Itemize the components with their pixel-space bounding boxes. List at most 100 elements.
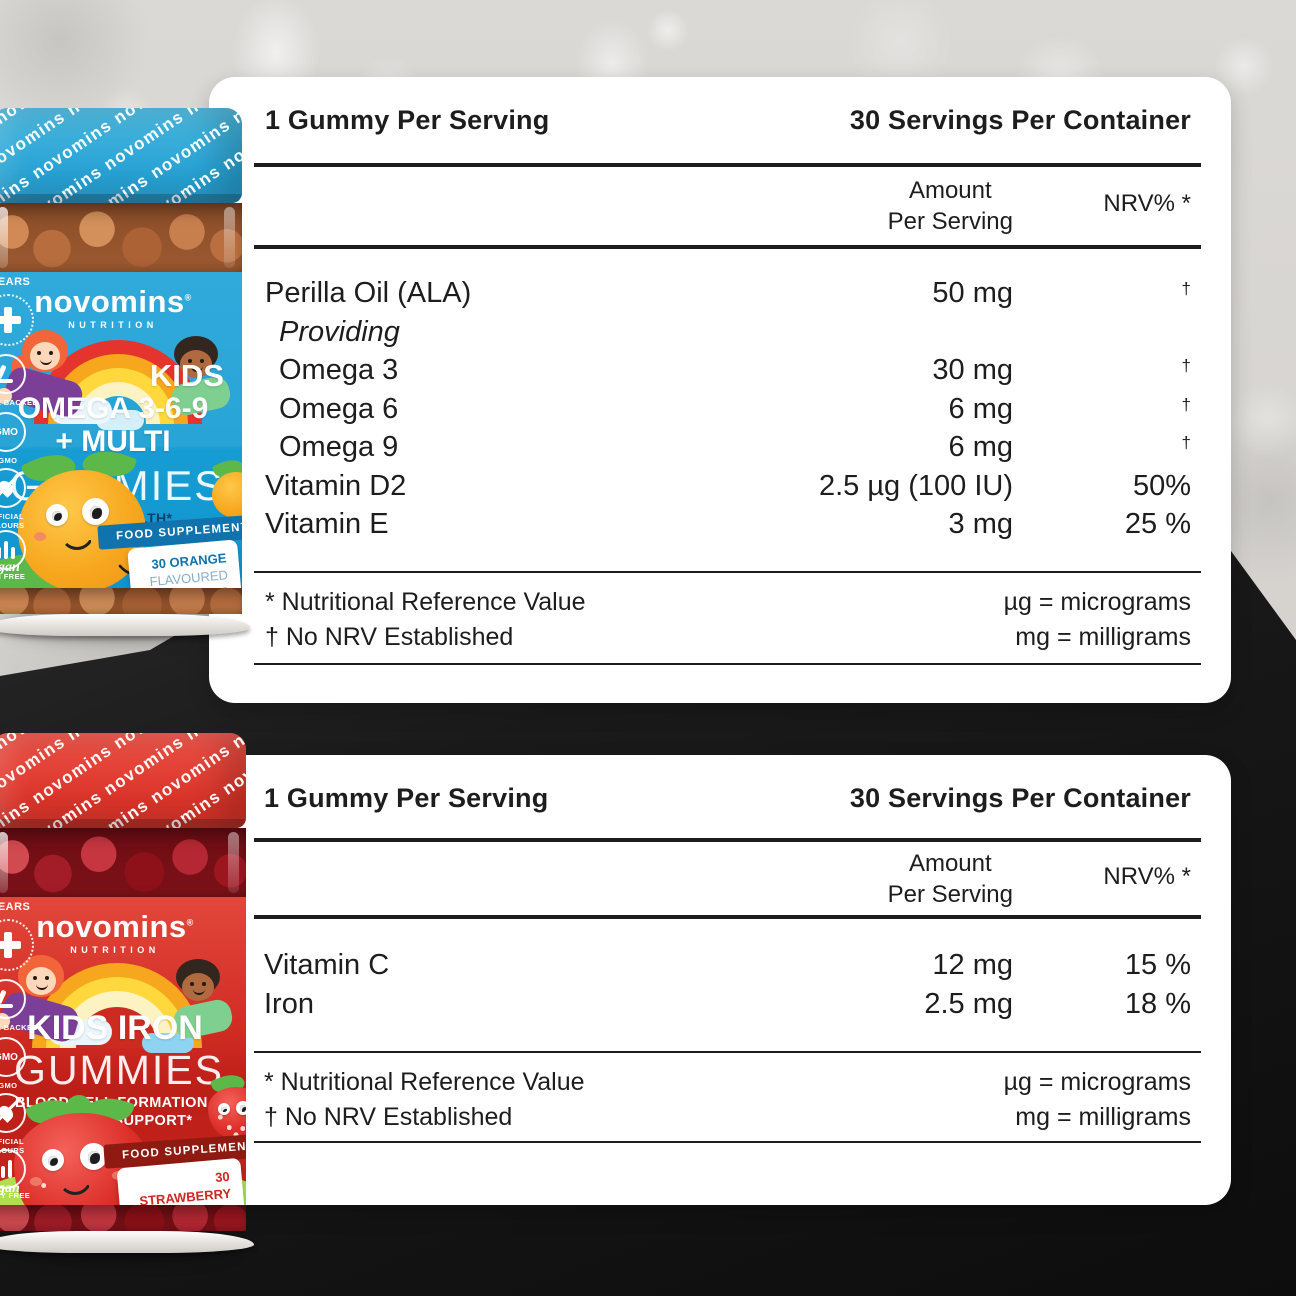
product-title-kids: KIDS — [149, 358, 224, 393]
footnotes-right: µg = micrograms mg = milligrams — [1004, 585, 1191, 655]
bottle-base — [0, 614, 250, 636]
table-row: Iron 2.5 mg 18 % — [264, 988, 1191, 1027]
vegan-badge: Vegan — [0, 560, 20, 575]
bottle-label: novomins® NUTRITION — [0, 897, 246, 1205]
cap-brand-pattern: novomins novomins novomins novomins novo… — [0, 733, 246, 828]
brand-logo: novomins® — [36, 909, 194, 944]
nutrient-name: Perilla Oil (ALA) — [265, 277, 472, 309]
gummies-through-glass — [0, 1205, 246, 1231]
flavour-count: 30 STRAWBERRY — [138, 1168, 232, 1205]
nutrient-nrv: 50% — [1132, 469, 1191, 502]
servings-per-container-text: 30 Servings Per Container — [849, 105, 1191, 135]
droplet-icon — [0, 478, 16, 498]
nutrient-rows: Vitamin C 12 mg 15 % Iron 2.5 mg 18 % — [264, 949, 1191, 1027]
wheat-icon — [0, 541, 15, 559]
nutrient-amount: 2.5 µg (100 IU) — [818, 469, 1013, 502]
table-row: Omega 6 6 mg † — [265, 393, 1191, 432]
gummies-through-glass — [0, 828, 246, 897]
amount-column-header: Amount Per Serving — [887, 177, 1013, 235]
servings-per-container-text: 30 Servings Per Container — [849, 783, 1191, 813]
footnote-nrv: * Nutritional Reference Value — [264, 1068, 585, 1096]
kids-rainbow-illustration — [0, 953, 246, 1053]
footnotes-left: * Nutritional Reference Value † No NRV E… — [264, 1065, 585, 1135]
nutrient-nrv: † — [1181, 279, 1191, 298]
glass-highlight — [0, 207, 8, 268]
divider-thin — [254, 663, 1201, 665]
microscope-icon — [0, 990, 15, 1008]
bottle-base — [0, 1231, 254, 1253]
plus-icon — [0, 932, 21, 958]
nutrition-panel-iron: 1 Gummy Per Serving 30 Servings Per Cont… — [215, 755, 1231, 1205]
brand-logo: novomins® — [34, 284, 192, 319]
footnotes-left: * Nutritional Reference Value † No NRV E… — [265, 585, 586, 655]
product-title-kids-iron: KIDS IRON — [27, 1009, 203, 1047]
nutrient-nrv: † — [1181, 356, 1191, 375]
nutrient-name: Omega 3 — [279, 354, 399, 386]
nutrient-name: Omega 9 — [279, 431, 399, 463]
nutrient-amount: 30 mg — [932, 354, 1013, 386]
serving-size-text: 1 Gummy Per Serving — [265, 105, 550, 135]
girl-character — [0, 330, 106, 430]
partial-strawberry — [208, 1069, 246, 1157]
nutrition-panel-omega: 1 Gummy Per Serving 30 Servings Per Cont… — [209, 77, 1231, 703]
brand-subtitle: NUTRITION — [68, 320, 158, 330]
gummies-through-glass — [0, 588, 242, 614]
nutrient-name: Vitamin C — [264, 949, 390, 981]
footnotes-right: µg = micrograms mg = milligrams — [1004, 1065, 1191, 1135]
vegan-badge: Vegan — [0, 1181, 20, 1196]
divider-thick — [254, 245, 1201, 249]
bottle-label: novomins® NUTRITION — [0, 272, 242, 588]
table-row: Vitamin D2 2.5 µg (100 IU) 50% — [265, 470, 1191, 509]
nutrient-amount: 12 mg — [932, 949, 1013, 981]
nutrient-name: Omega 6 — [279, 392, 399, 425]
table-row: Providing — [265, 316, 1191, 355]
serving-size-text: 1 Gummy Per Serving — [264, 783, 549, 813]
nutrient-amount: 2.5 mg — [924, 988, 1013, 1020]
divider-thick — [254, 915, 1201, 919]
brand-subtitle: NUTRITION — [70, 945, 160, 955]
bottle-cap: novomins novomins novomins novomins novo… — [0, 108, 242, 203]
bunny-icon — [0, 1160, 12, 1178]
nutrient-name: Vitamin D2 — [265, 469, 407, 502]
table-row: Vitamin C 12 mg 15 % — [264, 949, 1191, 988]
nutrient-amount: 3 mg — [948, 508, 1013, 540]
footnote-mg: mg = milligrams — [1015, 623, 1191, 651]
nutrient-nrv: 18 % — [1124, 988, 1191, 1020]
divider-thick — [254, 163, 1201, 167]
table-row: Omega 3 30 mg † — [265, 354, 1191, 393]
footnote-mcg: µg = micrograms — [1003, 1068, 1191, 1096]
microscope-icon — [0, 365, 15, 383]
product-type: GUMMIES — [14, 1047, 224, 1093]
nutrient-amount: 50 mg — [932, 277, 1013, 309]
cloud — [142, 1033, 194, 1053]
nutrient-amount: 6 mg — [948, 392, 1013, 425]
divider-thin — [254, 1141, 1201, 1143]
gummies-through-glass — [0, 203, 242, 272]
glass-highlight — [228, 832, 239, 893]
cloud — [96, 410, 144, 430]
nutrient-amount: 6 mg — [948, 431, 1013, 463]
plus-icon — [0, 307, 21, 333]
nutrient-name: Iron — [264, 988, 314, 1020]
divider-thick — [254, 838, 1201, 842]
nutrient-name: Providing — [279, 315, 400, 348]
footnote-nrv: * Nutritional Reference Value — [265, 588, 586, 616]
flavour-banner: 30 ORANGE FLAVOURED GUMMIES — [127, 539, 242, 588]
table-row: Perilla Oil (ALA) 50 mg † — [265, 277, 1191, 316]
nrv-column-header: NRV% * — [1103, 863, 1191, 890]
kids-rainbow-illustration — [0, 326, 242, 436]
nutrient-nrv: † — [1181, 394, 1191, 414]
partial-orange — [211, 454, 242, 532]
bottle-cap: novomins novomins novomins novomins novo… — [0, 733, 246, 828]
nrv-column-header: NRV% * — [1103, 190, 1191, 217]
divider-thin — [254, 571, 1201, 573]
footnote-dagger: † No NRV Established — [265, 623, 514, 651]
droplet-icon — [0, 1103, 16, 1123]
cap-brand-pattern: novomins novomins novomins novomins novo… — [0, 108, 242, 203]
product-title-omega: OMEGA 3-6-9 — [17, 392, 209, 425]
boy-character — [152, 959, 242, 1055]
glass-highlight — [224, 207, 235, 268]
table-row: Omega 9 6 mg † — [265, 431, 1191, 470]
